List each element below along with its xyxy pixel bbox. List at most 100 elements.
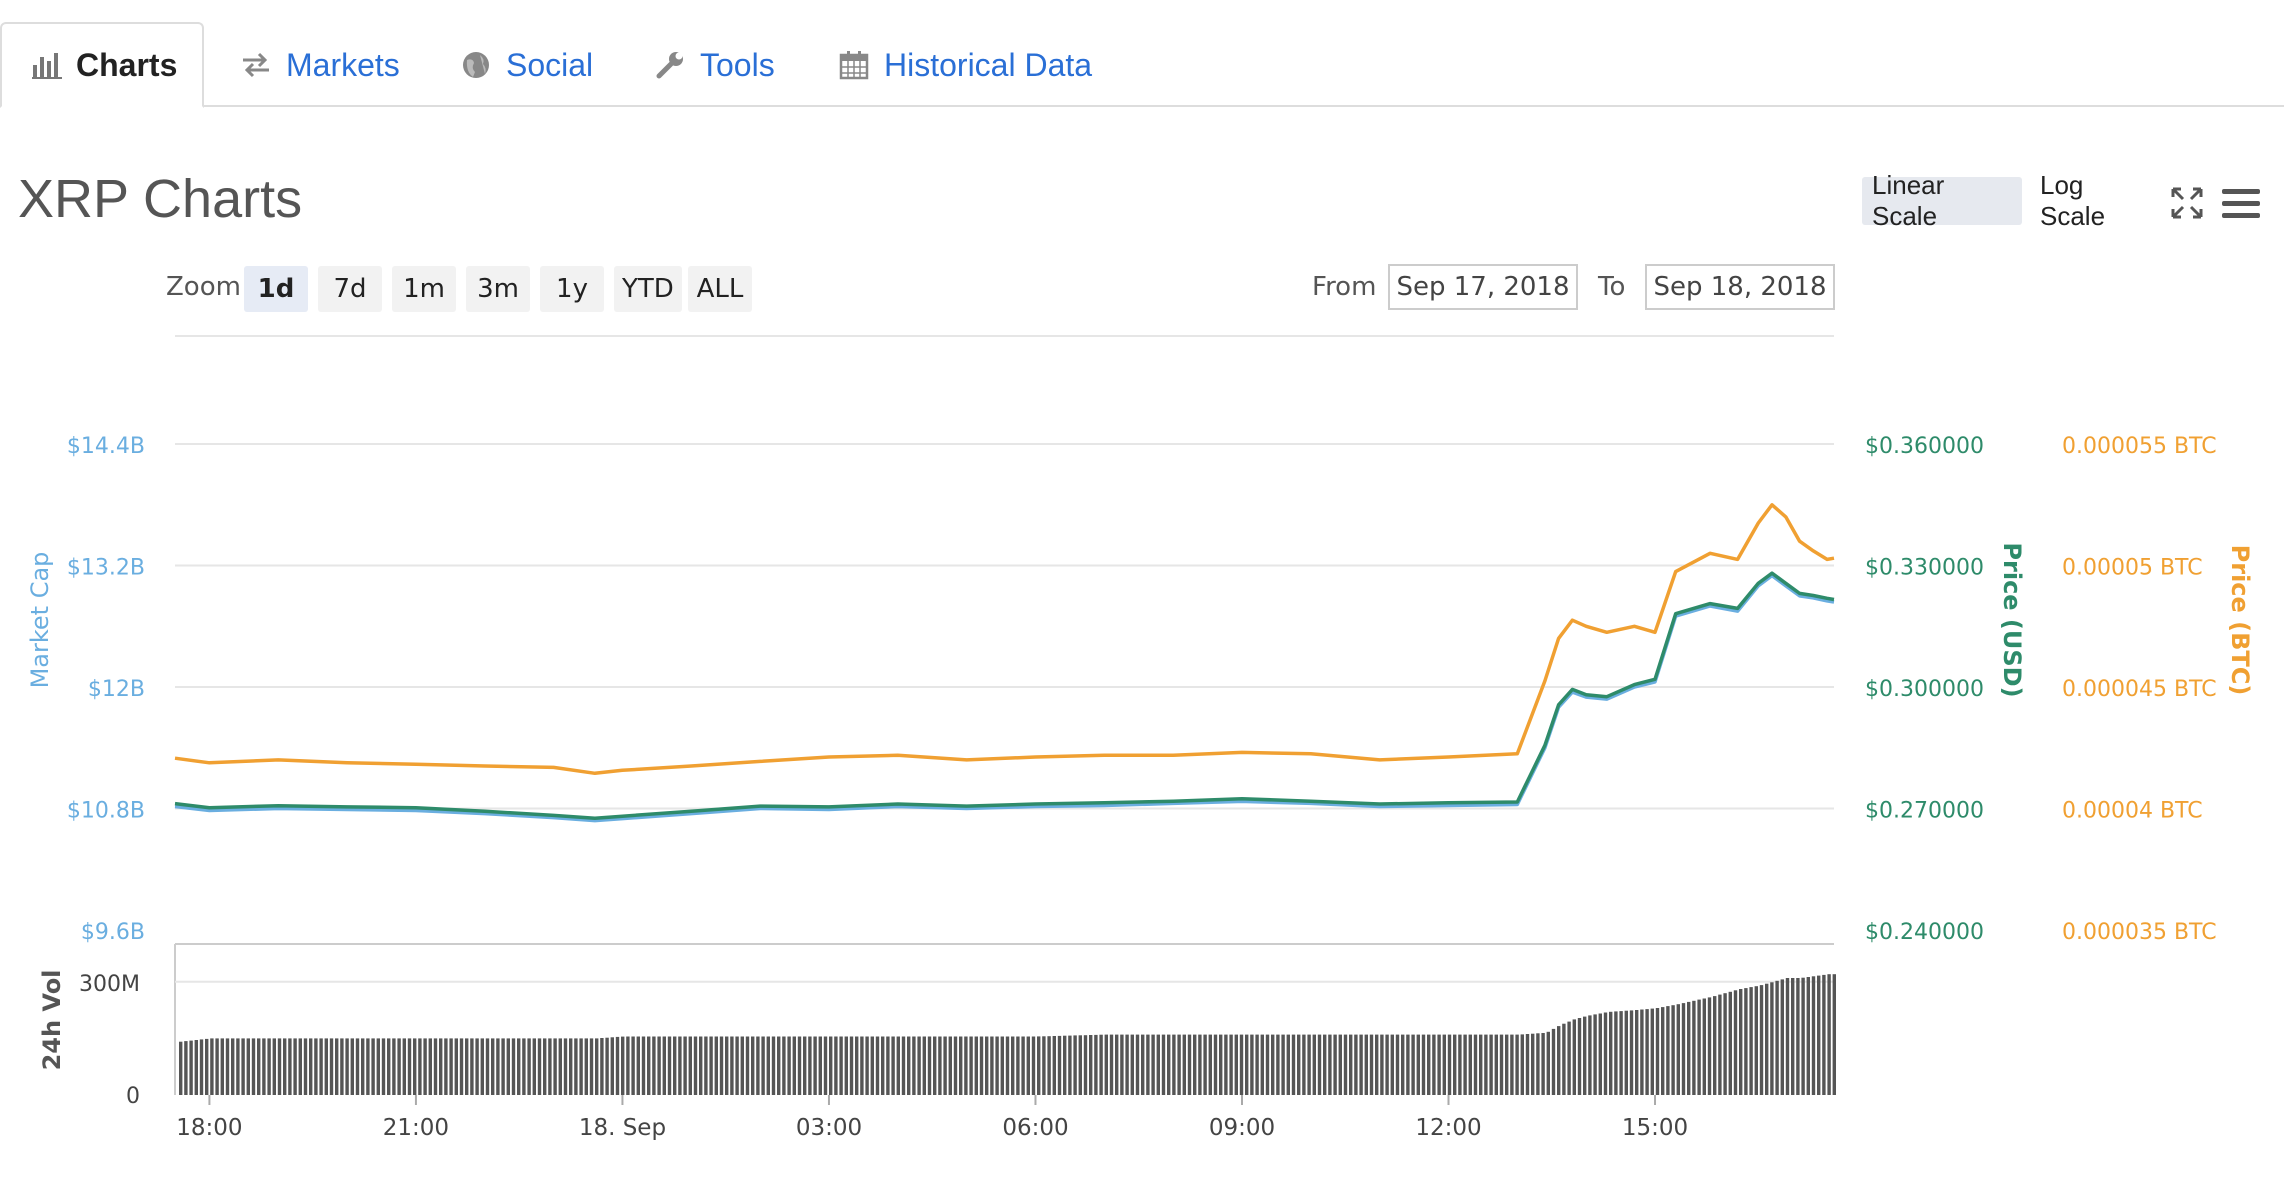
market-cap-tick-label: $14.4B bbox=[67, 434, 145, 459]
tab-tools[interactable]: Tools bbox=[654, 22, 775, 108]
volume-bar bbox=[350, 1038, 354, 1095]
volume-bar bbox=[1416, 1034, 1420, 1095]
volume-bar bbox=[1494, 1034, 1498, 1095]
volume-bar bbox=[1640, 1009, 1644, 1095]
volume-bar bbox=[283, 1038, 287, 1095]
volume-bar bbox=[1146, 1034, 1150, 1095]
menu-icon[interactable] bbox=[2222, 188, 2260, 220]
volume-bar bbox=[215, 1038, 219, 1095]
volume-bar bbox=[1702, 998, 1706, 1095]
zoom-3m-button[interactable]: 3m bbox=[466, 266, 530, 312]
volume-bar bbox=[361, 1038, 365, 1095]
volume-bar bbox=[938, 1036, 942, 1095]
volume-bar bbox=[657, 1036, 661, 1095]
volume-bar bbox=[324, 1038, 328, 1095]
volume-bar bbox=[1234, 1034, 1238, 1095]
volume-bar bbox=[345, 1038, 349, 1095]
volume-bar bbox=[1671, 1005, 1675, 1095]
volume-bar bbox=[631, 1036, 635, 1095]
volume-bar bbox=[413, 1038, 417, 1095]
x-tick-label: 06:00 bbox=[1002, 1115, 1068, 1141]
volume-bar bbox=[959, 1036, 963, 1095]
volume-bar bbox=[1219, 1034, 1223, 1095]
volume-bar bbox=[1733, 990, 1738, 1095]
zoom-1m-button[interactable]: 1m bbox=[392, 266, 456, 312]
volume-bar bbox=[428, 1038, 432, 1095]
volume-bar bbox=[1453, 1034, 1457, 1095]
tab-markets[interactable]: Markets bbox=[240, 22, 400, 108]
volume-bar bbox=[1401, 1034, 1405, 1095]
volume-bar bbox=[1359, 1034, 1363, 1095]
volume-bar bbox=[829, 1036, 833, 1095]
volume-bar bbox=[1208, 1034, 1212, 1095]
volume-bar bbox=[990, 1036, 994, 1095]
volume-bar bbox=[1005, 1036, 1010, 1095]
volume-bar bbox=[860, 1036, 864, 1095]
volume-bar bbox=[1375, 1034, 1379, 1095]
zoom-1d-button[interactable]: 1d bbox=[244, 266, 308, 312]
volume-bar bbox=[1541, 1033, 1545, 1095]
volume-bar bbox=[1593, 1014, 1597, 1095]
volume-bar bbox=[714, 1036, 718, 1095]
volume-bar bbox=[1458, 1034, 1462, 1095]
volume-bar bbox=[1130, 1034, 1134, 1095]
volume-bar bbox=[1094, 1034, 1098, 1095]
volume-bar bbox=[1182, 1034, 1186, 1095]
volume-bar bbox=[1432, 1034, 1436, 1095]
volume-bar bbox=[1198, 1034, 1202, 1095]
to-date-input[interactable]: Sep 18, 2018 bbox=[1645, 264, 1835, 310]
volume-bar bbox=[1141, 1034, 1145, 1095]
tab-historical-data[interactable]: Historical Data bbox=[838, 22, 1092, 108]
market-cap-tick-label: $9.6B bbox=[81, 920, 145, 945]
volume-bar bbox=[1525, 1034, 1530, 1095]
tab-label: Markets bbox=[286, 46, 400, 83]
volume-bar bbox=[1723, 993, 1727, 1095]
fullscreen-icon[interactable] bbox=[2170, 186, 2204, 220]
zoom-1y-button[interactable]: 1y bbox=[540, 266, 604, 312]
volume-bar bbox=[844, 1036, 848, 1095]
volume-bar bbox=[725, 1036, 729, 1095]
volume-bar bbox=[922, 1036, 926, 1095]
volume-bar bbox=[1333, 1034, 1337, 1095]
volume-bar bbox=[584, 1038, 588, 1095]
tab-social[interactable]: Social bbox=[460, 22, 593, 108]
volume-bar bbox=[969, 1036, 973, 1095]
volume-bar bbox=[766, 1036, 770, 1095]
tab-label: Tools bbox=[700, 46, 775, 83]
volume-bar bbox=[1011, 1036, 1015, 1095]
price-btc-tick-label: 0.00004 BTC bbox=[2062, 799, 2203, 824]
x-tick-label: 18:00 bbox=[176, 1115, 242, 1141]
zoom-ytd-button[interactable]: YTD bbox=[614, 266, 682, 312]
volume-bar bbox=[1806, 977, 1810, 1095]
to-label: To bbox=[1598, 272, 1626, 302]
x-tick-label: 21:00 bbox=[383, 1115, 449, 1141]
volume-bar bbox=[1744, 988, 1748, 1095]
volume-bar bbox=[1047, 1036, 1051, 1095]
volume-bar bbox=[699, 1036, 703, 1095]
volume-bar bbox=[1447, 1034, 1452, 1095]
volume-bar bbox=[423, 1038, 427, 1095]
volume-bar bbox=[563, 1038, 568, 1095]
volume-bar bbox=[1343, 1034, 1348, 1095]
volume-bar bbox=[1661, 1007, 1665, 1095]
volume-bar bbox=[480, 1038, 484, 1095]
volume-bar bbox=[1463, 1034, 1467, 1095]
exchange-arrows-icon bbox=[240, 49, 272, 81]
volume-bar bbox=[1536, 1033, 1540, 1095]
volume-bar bbox=[1052, 1036, 1056, 1095]
market-cap-tick-label: $12B bbox=[88, 677, 145, 702]
tab-charts[interactable]: Charts bbox=[0, 22, 204, 108]
volume-bar bbox=[1271, 1034, 1275, 1095]
volume-bar bbox=[610, 1037, 614, 1095]
volume-bar bbox=[1172, 1034, 1176, 1095]
volume-bar bbox=[839, 1036, 843, 1095]
x-tick-label: 03:00 bbox=[796, 1115, 862, 1141]
volume-bar bbox=[1120, 1034, 1124, 1095]
volume-bar bbox=[475, 1038, 479, 1095]
from-date-input[interactable]: Sep 17, 2018 bbox=[1388, 264, 1578, 310]
zoom-7d-button[interactable]: 7d bbox=[318, 266, 382, 312]
volume-bar bbox=[1577, 1018, 1582, 1095]
zoom-all-button[interactable]: ALL bbox=[688, 266, 752, 312]
volume-bar bbox=[340, 1038, 344, 1095]
volume-bar bbox=[205, 1038, 209, 1095]
